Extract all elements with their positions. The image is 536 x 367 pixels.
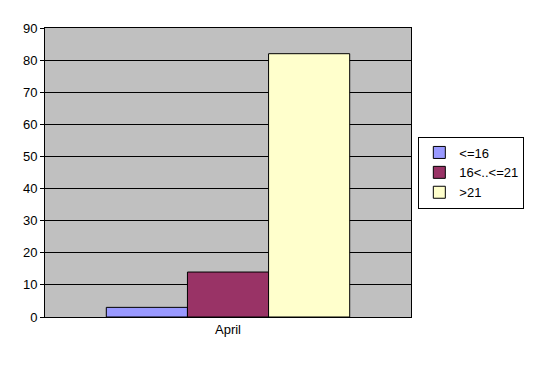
svg-text:0: 0 [30, 310, 37, 325]
svg-text:20: 20 [23, 245, 37, 260]
svg-text:10: 10 [23, 277, 37, 292]
svg-text:90: 90 [23, 21, 37, 36]
svg-text:50: 50 [23, 149, 37, 164]
svg-text:40: 40 [23, 181, 37, 196]
svg-text:>21: >21 [459, 185, 481, 200]
svg-text:April: April [215, 322, 241, 337]
svg-text:60: 60 [23, 117, 37, 132]
svg-text:70: 70 [23, 85, 37, 100]
svg-text:<=16: <=16 [459, 146, 489, 161]
svg-text:80: 80 [23, 53, 37, 68]
svg-text:16<..<=21: 16<..<=21 [459, 165, 518, 180]
svg-text:30: 30 [23, 213, 37, 228]
